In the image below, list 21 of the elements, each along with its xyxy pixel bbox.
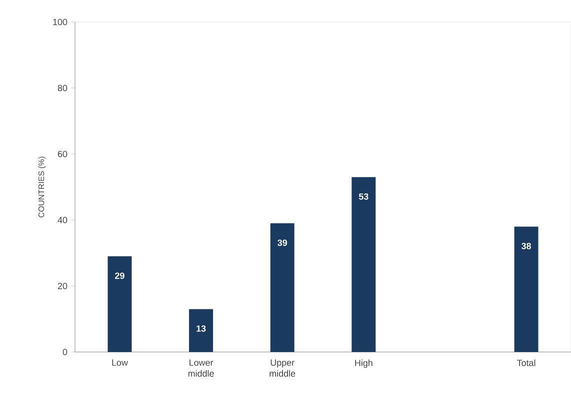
data-label: 53 <box>358 193 368 200</box>
y-tick-label: 20 <box>58 282 68 290</box>
y-tick-label: 100 <box>53 18 68 26</box>
y-tick-label: 0 <box>62 348 68 356</box>
x-tick-label: Low <box>112 360 128 366</box>
x-tick-label: High <box>355 360 372 368</box>
x-tick-label: Lower middle <box>188 360 214 377</box>
bar <box>514 226 538 352</box>
data-label: 39 <box>278 240 288 246</box>
y-tick-label: 40 <box>58 216 68 224</box>
bar <box>189 309 214 352</box>
data-label: 29 <box>115 272 124 279</box>
data-label: 38 <box>522 242 531 250</box>
x-tick-label: Total <box>517 360 536 366</box>
x-tick-label: Upper middle <box>270 360 296 377</box>
bar <box>270 223 294 352</box>
bar <box>352 177 376 352</box>
y-tick-label: 60 <box>58 150 68 158</box>
data-label: 13 <box>196 325 206 332</box>
bar <box>108 256 132 352</box>
y-tick-label: 80 <box>58 84 68 92</box>
